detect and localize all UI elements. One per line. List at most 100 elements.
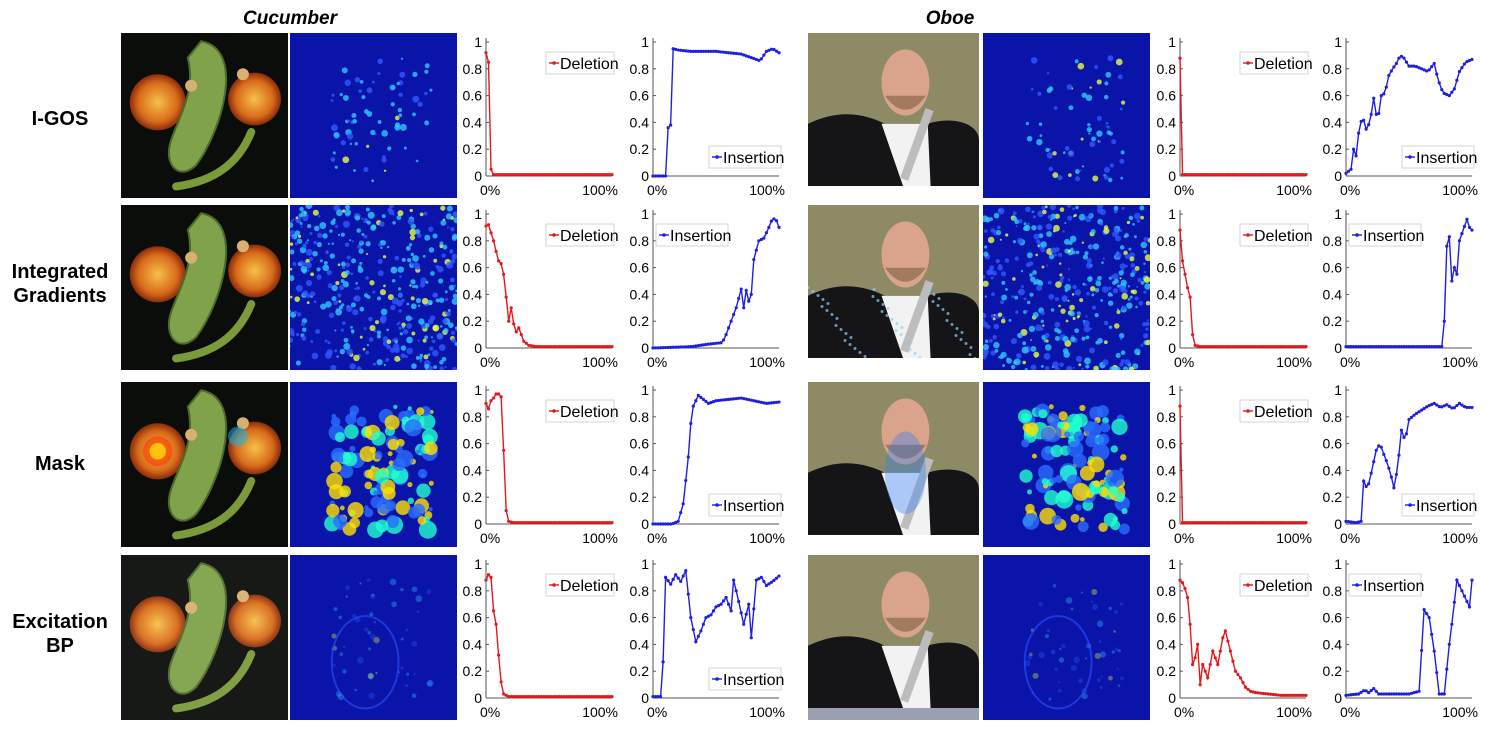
plot-oboe-ebp-ins: 0 0.2 0.4 0.6 0.8 1 0% 100% Insertion [1318,552,1478,724]
data-point [1228,345,1232,349]
data-point [600,521,604,525]
data-point [1457,401,1461,405]
data-point [1440,405,1444,409]
data-point [1377,692,1381,696]
data-point [507,319,511,323]
data-point [1299,521,1303,525]
data-point [1362,689,1366,693]
legend-label: Insertion [1363,578,1424,595]
y-tick-label: 0.6 [1323,88,1343,104]
y-tick-label: 0.6 [463,260,483,276]
data-point [1178,404,1182,408]
data-point [666,345,670,350]
data-point [1261,691,1265,696]
data-point [719,602,723,606]
data-point [1364,345,1368,349]
cucumber-saliency-heatmap [290,33,457,198]
data-point [484,224,488,228]
data-point [605,173,609,177]
data-point [1236,173,1240,177]
data-point [1374,112,1378,116]
data-point [512,322,516,326]
data-point [1274,345,1278,349]
data-point [689,345,693,349]
data-point [694,399,698,403]
data-point [664,174,668,178]
data-point [732,312,736,317]
data-point [651,695,655,699]
data-point [605,521,609,525]
data-point [1216,521,1220,525]
data-point [580,345,584,349]
data-point [1201,345,1205,349]
data-point [1404,345,1409,349]
data-point [1261,173,1265,177]
data-point [1417,410,1421,414]
data-point [491,609,496,613]
data-point [1206,173,1210,177]
y-tick-label: 0.2 [1157,141,1177,157]
data-point [1430,402,1434,407]
data-point [729,319,733,323]
data-point [1261,521,1265,525]
y-tick-label: 0.2 [463,489,483,505]
data-point [1369,345,1373,349]
data-point [734,51,738,56]
data-point [605,695,609,699]
cucumber-saliency-heatmap [290,382,457,547]
legend-label: Insertion [723,672,784,689]
data-point [494,249,498,254]
data-point [489,167,493,171]
data-point [570,173,574,177]
data-point [552,695,556,699]
data-point [1241,680,1245,685]
data-point [544,521,549,525]
row-label-line: Gradients [13,285,107,307]
y-tick-label: 0.8 [1157,583,1177,599]
data-point [1243,685,1248,689]
x-tick-label: 100% [582,530,618,546]
data-point [1465,405,1469,410]
data-point [699,343,703,347]
data-point [502,692,506,696]
y-tick-label: 0.6 [630,260,650,276]
data-point [557,345,561,349]
data-point [774,49,779,53]
data-point [1193,521,1197,525]
data-point [1465,217,1469,221]
data-point [1228,521,1232,525]
data-point [1379,94,1383,98]
data-point [1399,54,1404,58]
data-point [534,345,538,349]
data-point [532,521,536,525]
data-point [1384,692,1388,696]
data-point [1467,605,1472,609]
data-point [676,345,680,349]
x-tick-label: 0% [1340,354,1360,370]
y-tick-label: 0.8 [1157,409,1177,425]
data-point [674,573,678,577]
data-point [1349,520,1353,524]
data-point [1362,479,1366,483]
data-point [1271,345,1275,349]
data-point [522,173,526,177]
data-point [1226,521,1230,525]
y-tick-label: 0.8 [630,409,650,425]
data-point [1392,65,1396,69]
data-point [1392,486,1396,490]
data-point [1447,642,1451,646]
y-tick-label: 0.4 [630,462,650,478]
data-point [1372,687,1376,691]
data-point [1269,521,1273,525]
data-point [666,126,670,130]
data-point [1346,169,1351,173]
data-point [1193,173,1197,177]
data-point [1462,224,1467,229]
y-tick-label: 0 [641,340,649,356]
data-point [602,173,607,177]
data-point [729,397,733,401]
data-point [774,400,779,404]
data-point [1206,345,1210,349]
data-point [1291,521,1295,525]
y-tick-label: 0 [1168,690,1176,706]
